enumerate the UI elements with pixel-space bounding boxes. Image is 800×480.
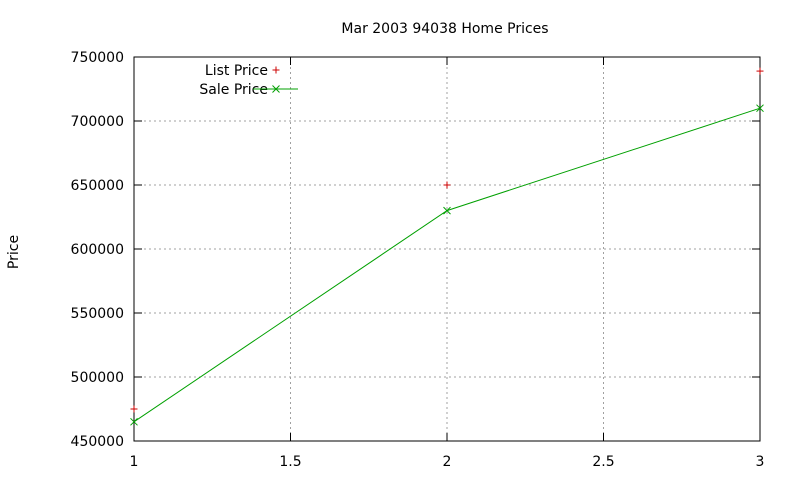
sale-price-point <box>130 417 138 426</box>
grid-lines <box>134 57 760 441</box>
y-tick-label: 650000 <box>71 178 124 194</box>
list-price-point <box>443 181 451 189</box>
y-tick-label: 550000 <box>71 306 124 322</box>
sale-price-point <box>756 104 764 113</box>
y-tick-label: 500000 <box>71 370 124 386</box>
series-layer <box>130 67 764 426</box>
y-axis-label: Price <box>6 235 22 269</box>
x-tick-label: 3 <box>756 454 765 470</box>
legend-label-list-price: List Price <box>205 63 268 79</box>
x-tick-label: 1.5 <box>279 454 301 470</box>
list-price-point <box>756 67 764 75</box>
x-tick-label: 1 <box>130 454 139 470</box>
legend-marker-list-price <box>272 66 280 74</box>
legend: List Price Sale Price <box>199 63 298 98</box>
list-price-point <box>130 405 138 413</box>
sale-price-point <box>443 206 451 215</box>
chart-title: Mar 2003 94038 Home Prices <box>341 21 548 37</box>
x-axis: 1 1.5 2 2.5 3 <box>130 57 765 470</box>
legend-label-sale-price: Sale Price <box>199 82 268 98</box>
y-tick-label: 750000 <box>71 50 124 66</box>
x-tick-label: 2.5 <box>592 454 614 470</box>
y-tick-label: 600000 <box>71 242 124 258</box>
y-tick-label: 450000 <box>71 434 124 450</box>
y-tick-label: 700000 <box>71 114 124 130</box>
x-tick-label: 2 <box>443 454 452 470</box>
y-axis: 450000 500000 550000 600000 650000 700000 7500… <box>71 50 760 450</box>
sale-price-line <box>133 107 761 423</box>
legend-marker-sale-price <box>272 85 280 93</box>
